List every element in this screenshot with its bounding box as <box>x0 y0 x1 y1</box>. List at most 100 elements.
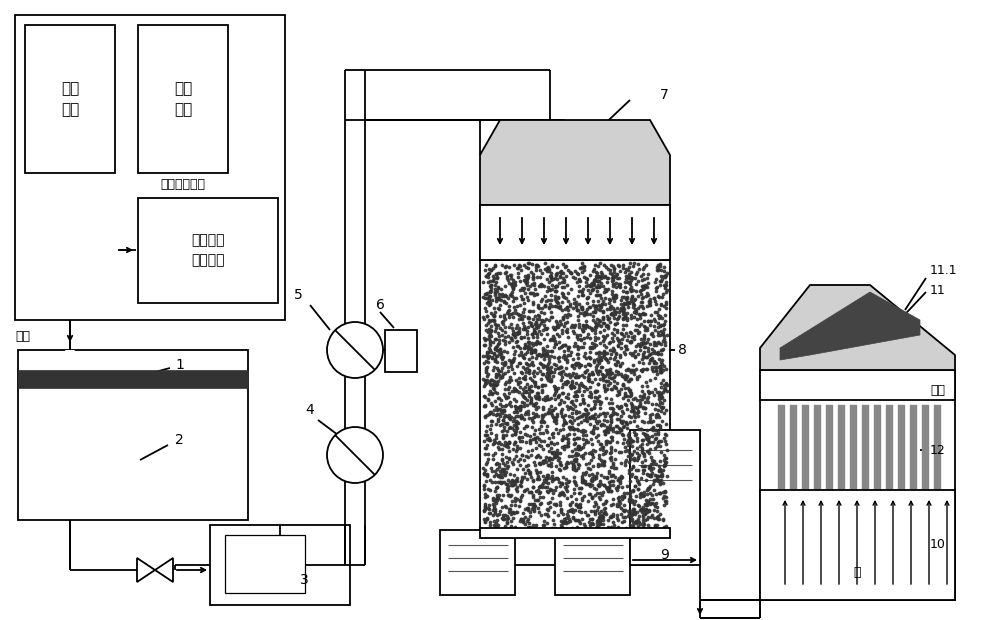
Point <box>600 376 616 386</box>
Point <box>562 416 578 426</box>
Point <box>488 418 504 428</box>
Point <box>479 430 495 440</box>
Point <box>553 369 569 379</box>
Point <box>583 435 599 445</box>
Point <box>610 482 626 492</box>
Point <box>582 489 598 499</box>
Point <box>506 260 522 270</box>
Point <box>569 348 585 358</box>
Point <box>498 502 514 512</box>
Point <box>530 300 546 310</box>
Point <box>622 327 638 337</box>
Point <box>528 443 544 453</box>
Point <box>625 504 641 514</box>
Point <box>590 304 606 314</box>
Point <box>570 353 586 363</box>
Point <box>577 404 593 414</box>
Point <box>584 377 600 387</box>
Point <box>609 273 625 283</box>
Point <box>487 477 503 487</box>
Point <box>547 388 563 398</box>
Point <box>592 281 608 291</box>
Point <box>575 326 591 335</box>
Point <box>656 450 672 460</box>
Point <box>493 352 509 362</box>
Point <box>551 278 567 288</box>
Point <box>650 291 666 301</box>
Point <box>499 273 515 283</box>
Point <box>555 312 571 322</box>
Point <box>547 452 563 462</box>
Point <box>567 339 583 348</box>
Point <box>537 351 553 361</box>
Point <box>620 364 636 374</box>
Point <box>598 439 614 449</box>
Point <box>549 281 565 291</box>
Point <box>581 448 597 458</box>
Point <box>633 339 649 348</box>
Point <box>487 354 503 364</box>
Point <box>602 425 618 435</box>
Point <box>609 314 625 324</box>
Point <box>560 438 576 448</box>
Point <box>540 375 556 385</box>
Point <box>482 408 498 418</box>
Point <box>497 379 513 389</box>
Point <box>527 284 543 294</box>
Point <box>519 271 535 281</box>
Point <box>640 278 656 288</box>
Point <box>595 515 611 525</box>
Point <box>642 463 658 472</box>
Point <box>584 450 600 459</box>
Point <box>604 435 620 445</box>
Point <box>594 299 610 309</box>
Point <box>501 503 517 513</box>
Point <box>582 479 598 489</box>
Point <box>654 313 670 323</box>
Point <box>646 513 662 523</box>
Point <box>652 363 668 373</box>
Bar <box>210 525 350 605</box>
Point <box>609 414 625 424</box>
Point <box>534 315 550 325</box>
Point <box>620 330 636 340</box>
Point <box>484 316 500 326</box>
Point <box>531 392 547 402</box>
Point <box>547 394 563 404</box>
Point <box>653 326 669 336</box>
Point <box>490 327 506 337</box>
Point <box>657 383 673 393</box>
Point <box>566 341 582 351</box>
Point <box>521 360 537 370</box>
Point <box>579 365 595 374</box>
Point <box>592 519 608 529</box>
Point <box>482 520 498 530</box>
Point <box>502 372 518 382</box>
Point <box>549 275 565 285</box>
Point <box>481 330 497 340</box>
Point <box>478 363 494 373</box>
Point <box>502 422 518 432</box>
Point <box>537 361 553 371</box>
Point <box>495 352 511 362</box>
Point <box>491 409 507 419</box>
Point <box>605 275 621 285</box>
Point <box>591 453 607 463</box>
Point <box>605 271 621 281</box>
Point <box>579 298 595 308</box>
Point <box>633 271 649 281</box>
Point <box>553 504 569 514</box>
Point <box>487 356 503 366</box>
Point <box>486 316 502 326</box>
Point <box>559 458 575 467</box>
Point <box>617 391 633 401</box>
Point <box>590 260 606 270</box>
Point <box>520 334 536 343</box>
Point <box>524 329 540 339</box>
Point <box>530 381 546 391</box>
Point <box>482 281 498 291</box>
Point <box>500 275 516 285</box>
Point <box>603 309 619 319</box>
Point <box>526 280 542 290</box>
Point <box>507 332 523 342</box>
